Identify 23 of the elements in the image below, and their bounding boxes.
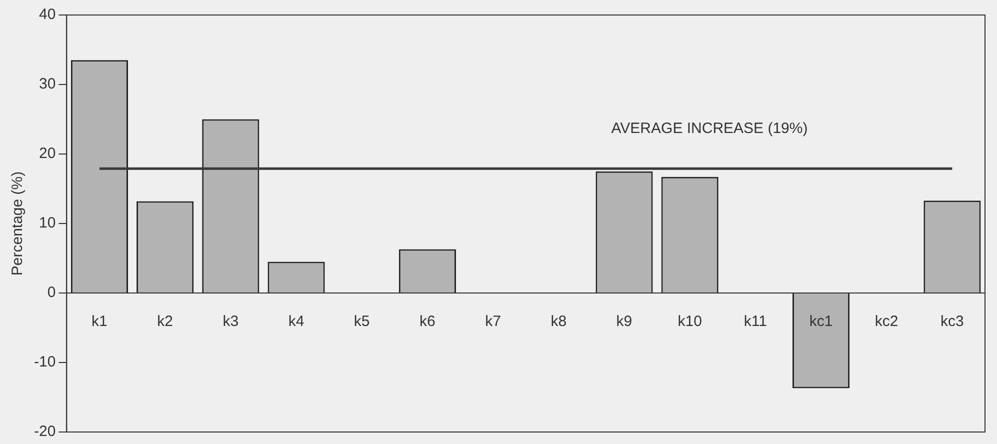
- x-tick-label: kc3: [940, 313, 964, 330]
- x-tick-label: kc1: [809, 313, 833, 330]
- x-tick-label: k1: [92, 313, 108, 330]
- x-tick-label: k11: [744, 313, 767, 330]
- y-tick-label: -10: [34, 354, 56, 371]
- y-tick-label: 30: [38, 76, 56, 93]
- ref-line-label: AVERAGE INCREASE (19%): [611, 120, 808, 138]
- x-tick-label: k9: [616, 313, 632, 330]
- y-axis-title: Percentage (%): [9, 171, 26, 276]
- y-tick-label: 20: [38, 145, 56, 162]
- x-tick-label: kc2: [874, 313, 898, 330]
- x-tick-label: k8: [550, 313, 567, 330]
- y-tick-label: 10: [38, 214, 56, 232]
- x-tick-label: k2: [157, 313, 173, 330]
- x-tick-label: k3: [222, 313, 239, 330]
- x-tick-label: k10: [678, 313, 702, 330]
- y-tick-label: 0: [47, 284, 56, 302]
- x-tick-label: k7: [485, 313, 501, 330]
- x-tick-label: k4: [288, 313, 304, 330]
- x-tick-label: k6: [420, 313, 436, 330]
- y-tick-label: -20: [34, 423, 56, 440]
- x-tick-label: k5: [354, 313, 370, 330]
- y-tick-label: 40: [38, 6, 56, 24]
